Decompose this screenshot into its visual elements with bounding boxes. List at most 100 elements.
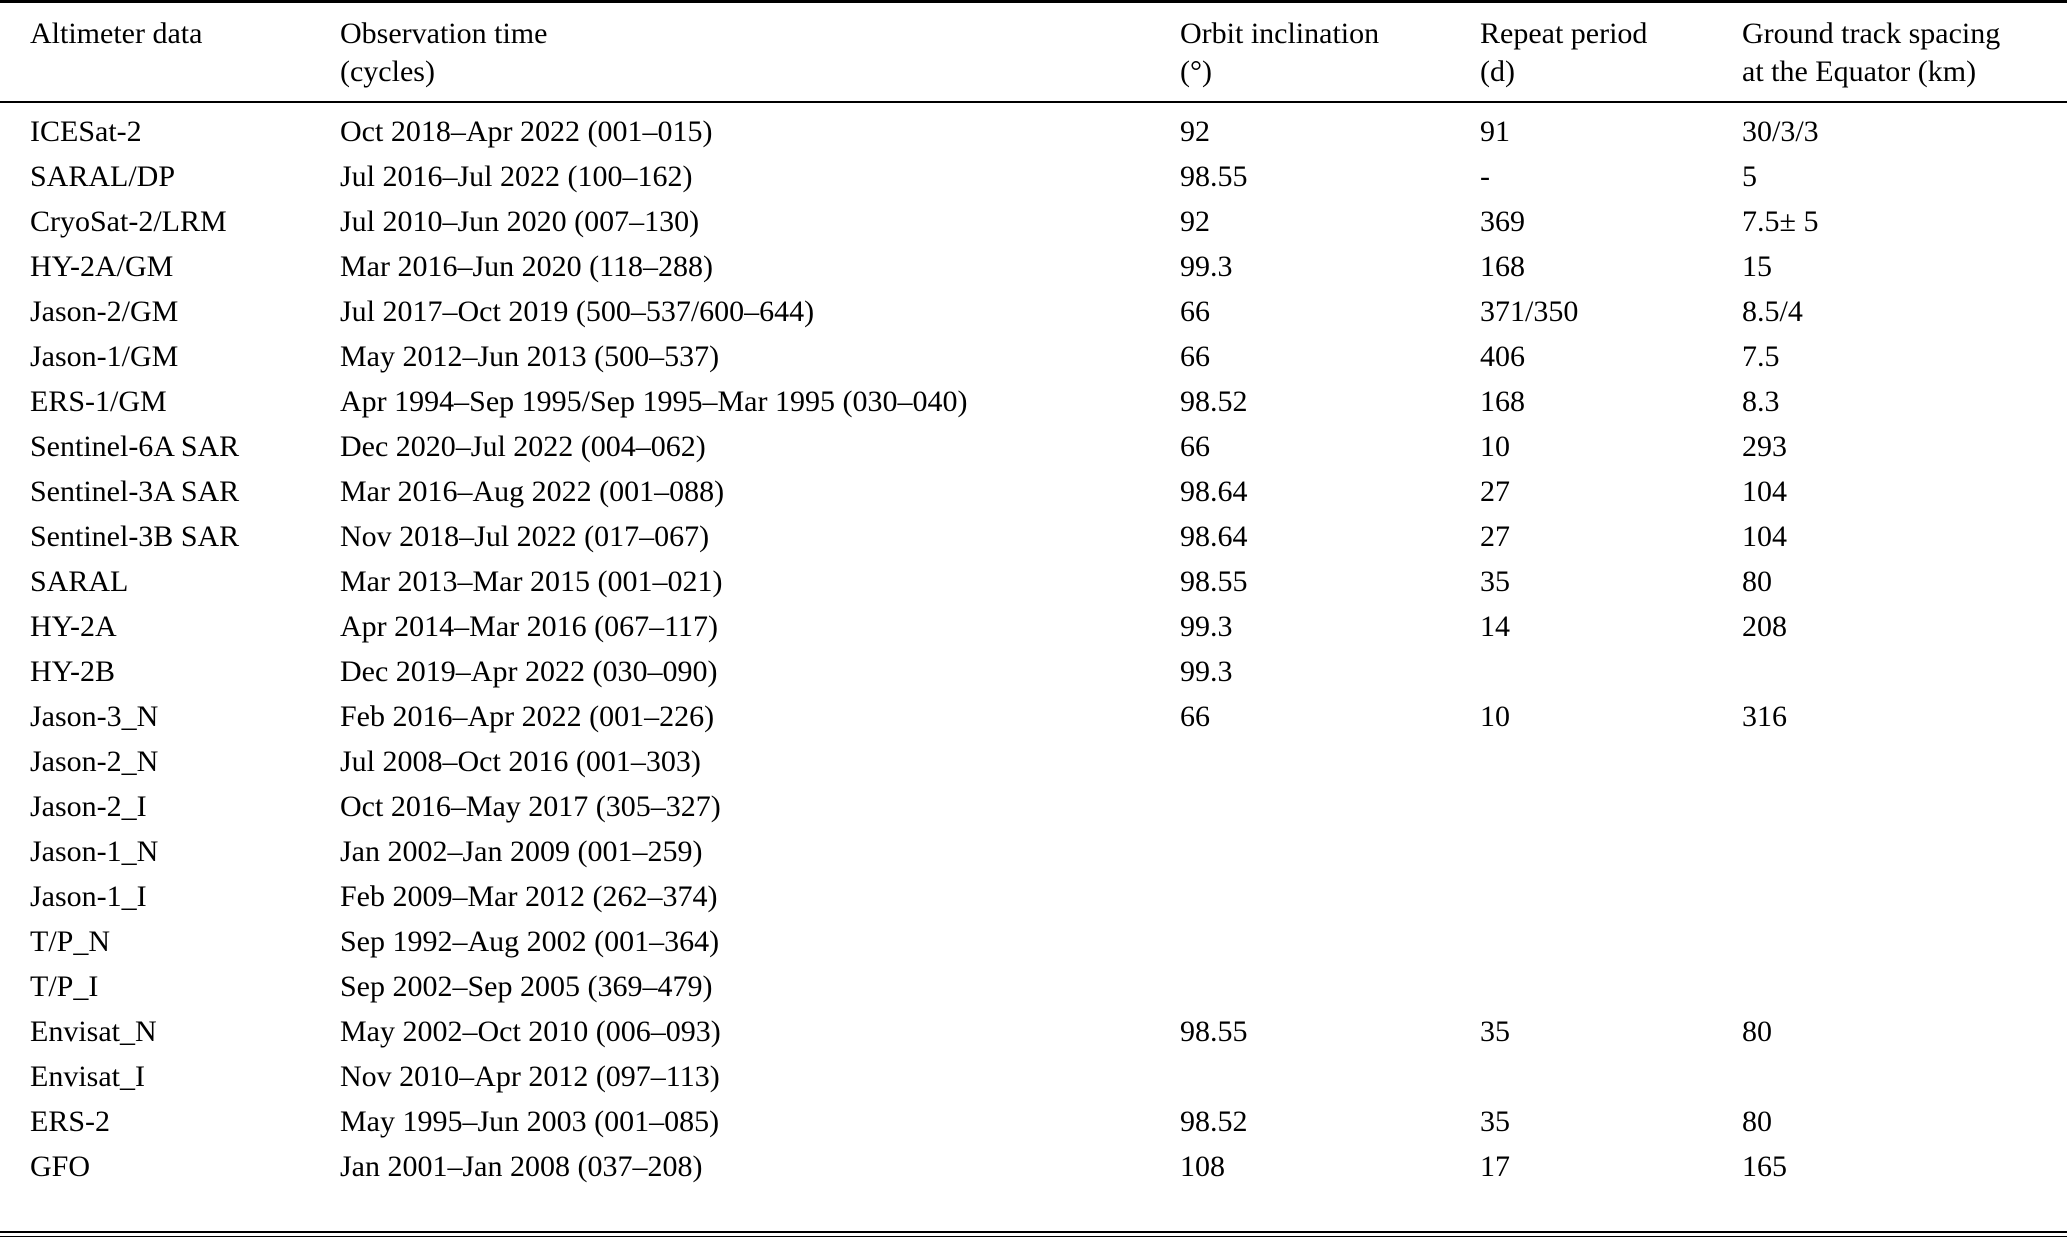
- cell-orbit-inclination: 66: [1180, 700, 1210, 733]
- cell-observation-time: Mar 2016–Jun 2020 (118–288): [340, 250, 714, 283]
- cell-observation-time: Feb 2016–Apr 2022 (001–226): [340, 700, 715, 733]
- cell-orbit-inclination: 108: [1180, 1150, 1225, 1183]
- cell-ground-track-spacing: 80: [1742, 565, 1772, 598]
- cell-altimeter-data: Jason-2_N: [30, 745, 159, 778]
- table-row: CryoSat-2/LRM Jul 2010–Jun 2020 (007–130)…: [0, 199, 2067, 244]
- cell-repeat-period: [1480, 964, 1742, 1009]
- cell-ground-track-spacing: [1742, 1054, 2067, 1099]
- cell-repeat-period: [1480, 784, 1742, 829]
- column-header-altimeter-data: Altimeter data: [0, 2, 340, 103]
- cell-altimeter-data: HY-2A: [30, 610, 117, 643]
- cell-ground-track-spacing: 80: [1742, 1105, 1772, 1138]
- cell-repeat-period: 35: [1480, 1105, 1510, 1138]
- cell-orbit-inclination: 98.52: [1180, 385, 1248, 418]
- cell-observation-time: Jul 2017–Oct 2019 (500–537/600–644): [340, 295, 815, 328]
- cell-observation-time: May 2002–Oct 2010 (006–093): [340, 1015, 721, 1048]
- table-row: Jason-2/GM Jul 2017–Oct 2019 (500–537/600…: [0, 289, 2067, 334]
- cell-ground-track-spacing: [1742, 649, 2067, 694]
- cell-observation-time: Apr 2014–Mar 2016 (067–117): [340, 610, 719, 643]
- cell-observation-time: Nov 2010–Apr 2012 (097–113): [340, 1060, 720, 1093]
- table-row: Jason-2_I Oct 2016–May 2017 (305–327): [0, 784, 2067, 829]
- cell-orbit-inclination: [1180, 964, 1480, 1009]
- cell-ground-track-spacing: [1742, 784, 2067, 829]
- cell-orbit-inclination: [1180, 874, 1480, 919]
- header-line1: Observation time: [340, 17, 548, 50]
- cell-repeat-period: 35: [1480, 1015, 1510, 1048]
- cell-altimeter-data: Envisat_I: [30, 1060, 145, 1093]
- cell-repeat-period: 27: [1480, 520, 1510, 553]
- cell-repeat-period: [1480, 1054, 1742, 1099]
- cell-altimeter-data: Jason-1_N: [30, 835, 159, 868]
- table-row: HY-2B Dec 2019–Apr 2022 (030–090) 99.3: [0, 649, 2067, 694]
- cell-observation-time: May 2012–Jun 2013 (500–537): [340, 340, 720, 373]
- cell-ground-track-spacing: 8.3: [1742, 385, 1780, 418]
- header-line2: (°): [1180, 55, 1212, 88]
- table-row: GFO Jan 2001–Jan 2008 (037–208) 108 17 165: [0, 1144, 2067, 1232]
- cell-repeat-period: [1480, 739, 1742, 784]
- cell-altimeter-data: HY-2B: [30, 655, 116, 688]
- cell-orbit-inclination: 98.64: [1180, 520, 1248, 553]
- table-body: ICESat-2 Oct 2018–Apr 2022 (001–015) 92 91 3…: [0, 102, 2067, 1232]
- cell-repeat-period: 35: [1480, 565, 1510, 598]
- cell-ground-track-spacing: 208: [1742, 610, 1787, 643]
- cell-repeat-period: [1480, 919, 1742, 964]
- cell-altimeter-data: Jason-3_N: [30, 700, 159, 733]
- cell-ground-track-spacing: 7.5: [1742, 340, 1780, 373]
- table-row: HY-2A Apr 2014–Mar 2016 (067–117) 99.3 14 20…: [0, 604, 2067, 649]
- cell-orbit-inclination: 66: [1180, 340, 1210, 373]
- header-line1: Repeat period: [1480, 17, 1648, 50]
- cell-repeat-period: -: [1480, 160, 1490, 193]
- cell-orbit-inclination: [1180, 784, 1480, 829]
- cell-observation-time: Mar 2016–Aug 2022 (001–088): [340, 475, 725, 508]
- cell-repeat-period: 10: [1480, 430, 1510, 463]
- cell-altimeter-data: SARAL/DP: [30, 160, 176, 193]
- table-row: Sentinel-3A SAR Mar 2016–Aug 2022 (001–08…: [0, 469, 2067, 514]
- header-line2: (d): [1480, 55, 1515, 88]
- column-header-ground-track-spacing: Ground track spacing at the Equator (km): [1742, 2, 2067, 103]
- cell-observation-time: Mar 2013–Mar 2015 (001–021): [340, 565, 723, 598]
- cell-altimeter-data: Sentinel-3A SAR: [30, 475, 240, 508]
- cell-repeat-period: 17: [1480, 1150, 1510, 1183]
- cell-repeat-period: 371/350: [1480, 295, 1579, 328]
- cell-observation-time: Dec 2020–Jul 2022 (004–062): [340, 430, 706, 463]
- cell-ground-track-spacing: 165: [1742, 1150, 1787, 1183]
- cell-observation-time: Jan 2001–Jan 2008 (037–208): [340, 1150, 703, 1183]
- cell-ground-track-spacing: 104: [1742, 475, 1787, 508]
- table-row: ERS-2 May 1995–Jun 2003 (001–085) 98.52 35 8…: [0, 1099, 2067, 1144]
- cell-repeat-period: [1480, 829, 1742, 874]
- cell-observation-time: Jan 2002–Jan 2009 (001–259): [340, 835, 703, 868]
- cell-orbit-inclination: [1180, 919, 1480, 964]
- cell-observation-time: May 1995–Jun 2003 (001–085): [340, 1105, 720, 1138]
- cell-altimeter-data: Jason-1_I: [30, 880, 147, 913]
- table-row: T/P_I Sep 2002–Sep 2005 (369–479): [0, 964, 2067, 1009]
- cell-observation-time: Feb 2009–Mar 2012 (262–374): [340, 880, 718, 913]
- cell-orbit-inclination: 92: [1180, 205, 1210, 238]
- cell-repeat-period: 91: [1480, 115, 1510, 148]
- cell-ground-track-spacing: 15: [1742, 250, 1772, 283]
- cell-altimeter-data: CryoSat-2/LRM: [30, 205, 227, 238]
- table-row: Sentinel-6A SAR Dec 2020–Jul 2022 (004–06…: [0, 424, 2067, 469]
- cell-repeat-period: 14: [1480, 610, 1510, 643]
- header-line2: at the Equator (km): [1742, 55, 1977, 88]
- cell-altimeter-data: Sentinel-6A SAR: [30, 430, 240, 463]
- cell-ground-track-spacing: 316: [1742, 700, 1787, 733]
- table-row: HY-2A/GM Mar 2016–Jun 2020 (118–288) 99.3 1…: [0, 244, 2067, 289]
- table-row: Jason-2_N Jul 2008–Oct 2016 (001–303): [0, 739, 2067, 784]
- cell-orbit-inclination: [1180, 829, 1480, 874]
- cell-ground-track-spacing: 7.5± 5: [1742, 205, 1819, 238]
- cell-observation-time: Oct 2018–Apr 2022 (001–015): [340, 115, 713, 148]
- cell-orbit-inclination: 98.55: [1180, 160, 1248, 193]
- cell-orbit-inclination: 66: [1180, 430, 1210, 463]
- cell-orbit-inclination: 98.52: [1180, 1105, 1248, 1138]
- cell-observation-time: Sep 1992–Aug 2002 (001–364): [340, 925, 720, 958]
- cell-orbit-inclination: 92: [1180, 115, 1210, 148]
- cell-observation-time: Jul 2010–Jun 2020 (007–130): [340, 205, 700, 238]
- cell-ground-track-spacing: 80: [1742, 1015, 1772, 1048]
- cell-ground-track-spacing: 104: [1742, 520, 1787, 553]
- cell-altimeter-data: SARAL: [30, 565, 129, 598]
- cell-altimeter-data: GFO: [30, 1150, 91, 1183]
- cell-orbit-inclination: [1180, 1054, 1480, 1099]
- column-header-repeat-period: Repeat period (d): [1480, 2, 1742, 103]
- cell-altimeter-data: ERS-2: [30, 1105, 111, 1138]
